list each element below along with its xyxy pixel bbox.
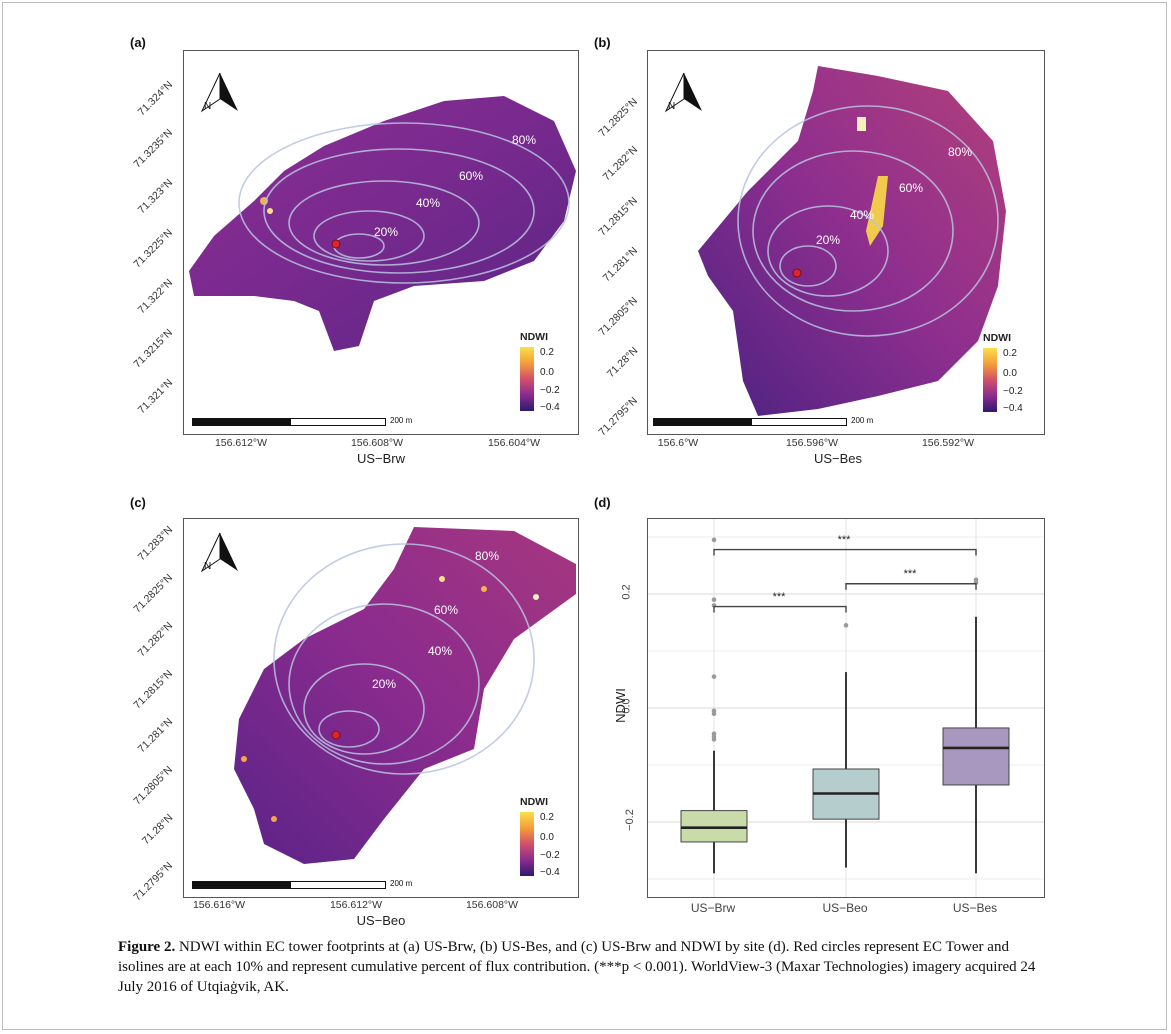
outlier-point [711,537,717,543]
outlier-point [843,623,849,628]
significance-label: *** [772,590,786,603]
isolines-c [273,543,535,775]
legend-tick: −0.4 [540,867,560,878]
xtitle-c: US−Beo [356,913,406,928]
significance-bracket [713,605,847,613]
xtick-a: 156.608°W [350,437,404,449]
legend-tick: −0.4 [1003,403,1023,414]
legend-colorbar [520,347,534,411]
contour-label-80: 80% [512,133,537,147]
significance-bracket [713,548,977,556]
significance-label: *** [903,567,917,580]
contour-label-40: 40% [428,644,453,658]
xtitle-a: US−Brw [356,451,406,466]
scale-bar-label: 200 m [390,416,413,425]
isolines-b [737,105,999,337]
north-arrow-a: N [198,71,242,119]
contour-label-20: 20% [374,225,399,239]
isolines-a [238,122,570,284]
north-label: N [204,561,212,572]
map-panel-a: 80% 60% 40% 20% N NDWI 0.2 0.0 −0.2 −0.4… [183,50,579,435]
map-panel-b: 80% 60% 40% 20% N NDWI 0.2 0.0 −0.2 −0.4… [647,50,1045,435]
legend-tick: −0.4 [540,402,560,413]
contour-label-80: 80% [948,145,973,159]
legend-colorbar [520,812,534,876]
legend-tick: 0.2 [540,812,554,823]
legend-title: NDWI [983,332,1011,344]
north-arrow-c: N [198,531,242,579]
xtick-c: 156.608°W [465,899,519,911]
outlier-point [711,731,717,736]
scale-bar-label: 200 m [851,416,874,425]
panel-b-label: (b) [594,35,611,50]
boxplot-ytick: 0.2 [620,584,633,600]
outlier-point [711,674,717,679]
caption-text: NDWI within EC tower footprints at (a) U… [118,939,1036,995]
contour-label-60: 60% [459,169,484,183]
boxplot-xtick: US−Brw [690,901,736,915]
legend-title: NDWI [520,796,548,808]
outlier-point [973,577,979,583]
xtick-a: 156.612°W [214,437,268,449]
boxplot-xtick: US−Beo [822,901,868,915]
legend-c: NDWI 0.2 0.0 −0.2 −0.4 [520,796,578,878]
contour-label-20: 20% [816,233,841,247]
xtick-b: 156.592°W [921,437,975,449]
significance-label: *** [837,533,851,546]
panel-c-label: (c) [130,495,146,510]
legend-tick: 0.0 [1003,368,1017,379]
ec-tower-c [331,730,341,740]
figure-caption: Figure 2. NDWI within EC tower footprint… [118,937,1058,997]
footprint-area-b [698,66,1006,416]
legend-tick: −0.2 [1003,386,1023,397]
panel-d-label: (d) [594,495,611,510]
outlier-point [711,708,717,714]
scale-bar-b: 200 m [653,416,893,426]
legend-a: NDWI 0.2 0.0 −0.2 −0.4 [520,331,578,413]
scale-bar-c: 200 m [192,879,432,889]
box-0 [680,810,748,843]
north-label: N [204,101,212,112]
contour-label-80: 80% [475,549,500,563]
significance-bracket [845,583,977,590]
north-label: N [668,101,676,112]
boxplot-ytick: 0.0 [620,698,633,714]
xtick-a: 156.604°W [487,437,541,449]
boxplot-xtick: US−Bes [952,901,998,915]
contour-label-40: 40% [850,208,875,222]
legend-tick: 0.0 [540,367,554,378]
xtitle-b: US−Bes [813,451,863,466]
legend-b: NDWI 0.2 0.0 −0.2 −0.4 [983,332,1044,414]
footprint-area-c [234,527,576,864]
box-2 [942,727,1010,786]
xtick-c: 156.616°W [192,899,246,911]
legend-colorbar [983,348,997,412]
north-arrow-b: N [662,71,706,119]
xtick-b: 156.596°W [785,437,839,449]
contour-label-20: 20% [372,677,397,691]
scale-bar-a: 200 m [192,416,432,426]
outlier-point [711,597,717,602]
xtick-b: 156.6°W [657,437,699,449]
legend-tick: −0.2 [540,850,560,861]
xtick-c: 156.612°W [329,899,383,911]
contour-label-60: 60% [434,603,459,617]
contour-label-60: 60% [899,181,924,195]
caption-figure-number: Figure 2. [118,939,176,955]
boxplot-ytick: −0.2 [623,809,636,831]
legend-tick: −0.2 [540,385,560,396]
ec-tower-b [792,268,802,278]
scale-bar-label: 200 m [390,879,413,888]
boxplot-panel [647,518,1045,898]
legend-tick: 0.0 [540,832,554,843]
legend-title: NDWI [520,331,548,343]
ec-tower-a [331,239,341,249]
panel-a-label: (a) [130,35,146,50]
footprint-area-a [189,96,576,351]
legend-tick: 0.2 [1003,348,1017,359]
legend-tick: 0.2 [540,347,554,358]
map-panel-c: 80% 60% 40% 20% N NDWI 0.2 0.0 −0.2 −0.4… [183,518,579,898]
contour-label-40: 40% [416,196,441,210]
